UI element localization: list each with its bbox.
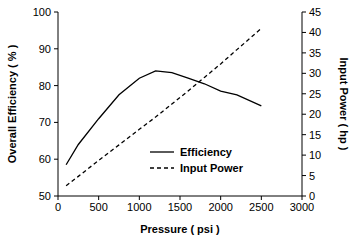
y2-tick <box>302 134 306 135</box>
y2-tick-label: 20 <box>309 108 321 120</box>
y2-tick-label: 15 <box>309 129 321 141</box>
x-tick-label: 3000 <box>290 201 314 213</box>
x-tick-label: 500 <box>89 201 107 213</box>
x-tick <box>220 196 221 200</box>
chart: 0500100015002000250030005060708090100051… <box>0 0 350 238</box>
x-tick <box>180 196 181 200</box>
y-tick <box>54 85 58 86</box>
y2-tick-label: 45 <box>309 6 321 18</box>
y-tick <box>54 196 58 197</box>
y-tick-label: 90 <box>39 43 51 55</box>
y-tick <box>54 48 58 49</box>
legend-label: Input Power <box>180 162 244 174</box>
y-tick-label: 70 <box>39 116 51 128</box>
y2-tick <box>302 196 306 197</box>
x-tick <box>302 196 303 200</box>
y2-tick-label: 5 <box>309 170 315 182</box>
y-axis-label: Overall Efficiency ( % ) <box>6 44 18 163</box>
x-tick-label: 0 <box>55 201 61 213</box>
x-tick <box>261 196 262 200</box>
y2-axis-label: Input Power ( hp ) <box>338 58 350 151</box>
x-tick <box>58 196 59 200</box>
x-tick-label: 1500 <box>168 201 192 213</box>
y2-tick-label: 0 <box>309 190 315 202</box>
y2-tick-label: 10 <box>309 149 321 161</box>
y-tick <box>54 122 58 123</box>
y2-tick <box>302 52 306 53</box>
y2-tick <box>302 175 306 176</box>
x-tick-label: 2500 <box>249 201 273 213</box>
legend-label: Efficiency <box>180 146 233 158</box>
x-tick-label: 1000 <box>127 201 151 213</box>
y2-tick-label: 35 <box>309 47 321 59</box>
y-tick-label: 100 <box>33 6 51 18</box>
plot-area <box>66 28 261 185</box>
y-tick <box>54 12 58 13</box>
y2-tick <box>302 32 306 33</box>
x-tick <box>139 196 140 200</box>
x-axis-label: Pressure ( psi ) <box>140 223 220 235</box>
legend-swatch <box>150 151 174 152</box>
y2-tick <box>302 12 306 13</box>
y2-tick <box>302 73 306 74</box>
y2-tick <box>302 93 306 94</box>
legend-swatch <box>150 167 174 168</box>
y2-tick-label: 30 <box>309 67 321 79</box>
y-axis-line <box>58 12 59 196</box>
y-tick <box>54 159 58 160</box>
series-line <box>66 28 261 185</box>
y2-tick-label: 25 <box>309 88 321 100</box>
y-tick-label: 50 <box>39 190 51 202</box>
y2-tick <box>302 155 306 156</box>
y2-tick-label: 40 <box>309 26 321 38</box>
x-tick-label: 2000 <box>208 201 232 213</box>
y-tick-label: 60 <box>39 153 51 165</box>
series-line <box>66 71 261 165</box>
y2-tick <box>302 114 306 115</box>
y2-axis-line <box>302 12 303 196</box>
y-tick-label: 80 <box>39 80 51 92</box>
x-tick <box>98 196 99 200</box>
